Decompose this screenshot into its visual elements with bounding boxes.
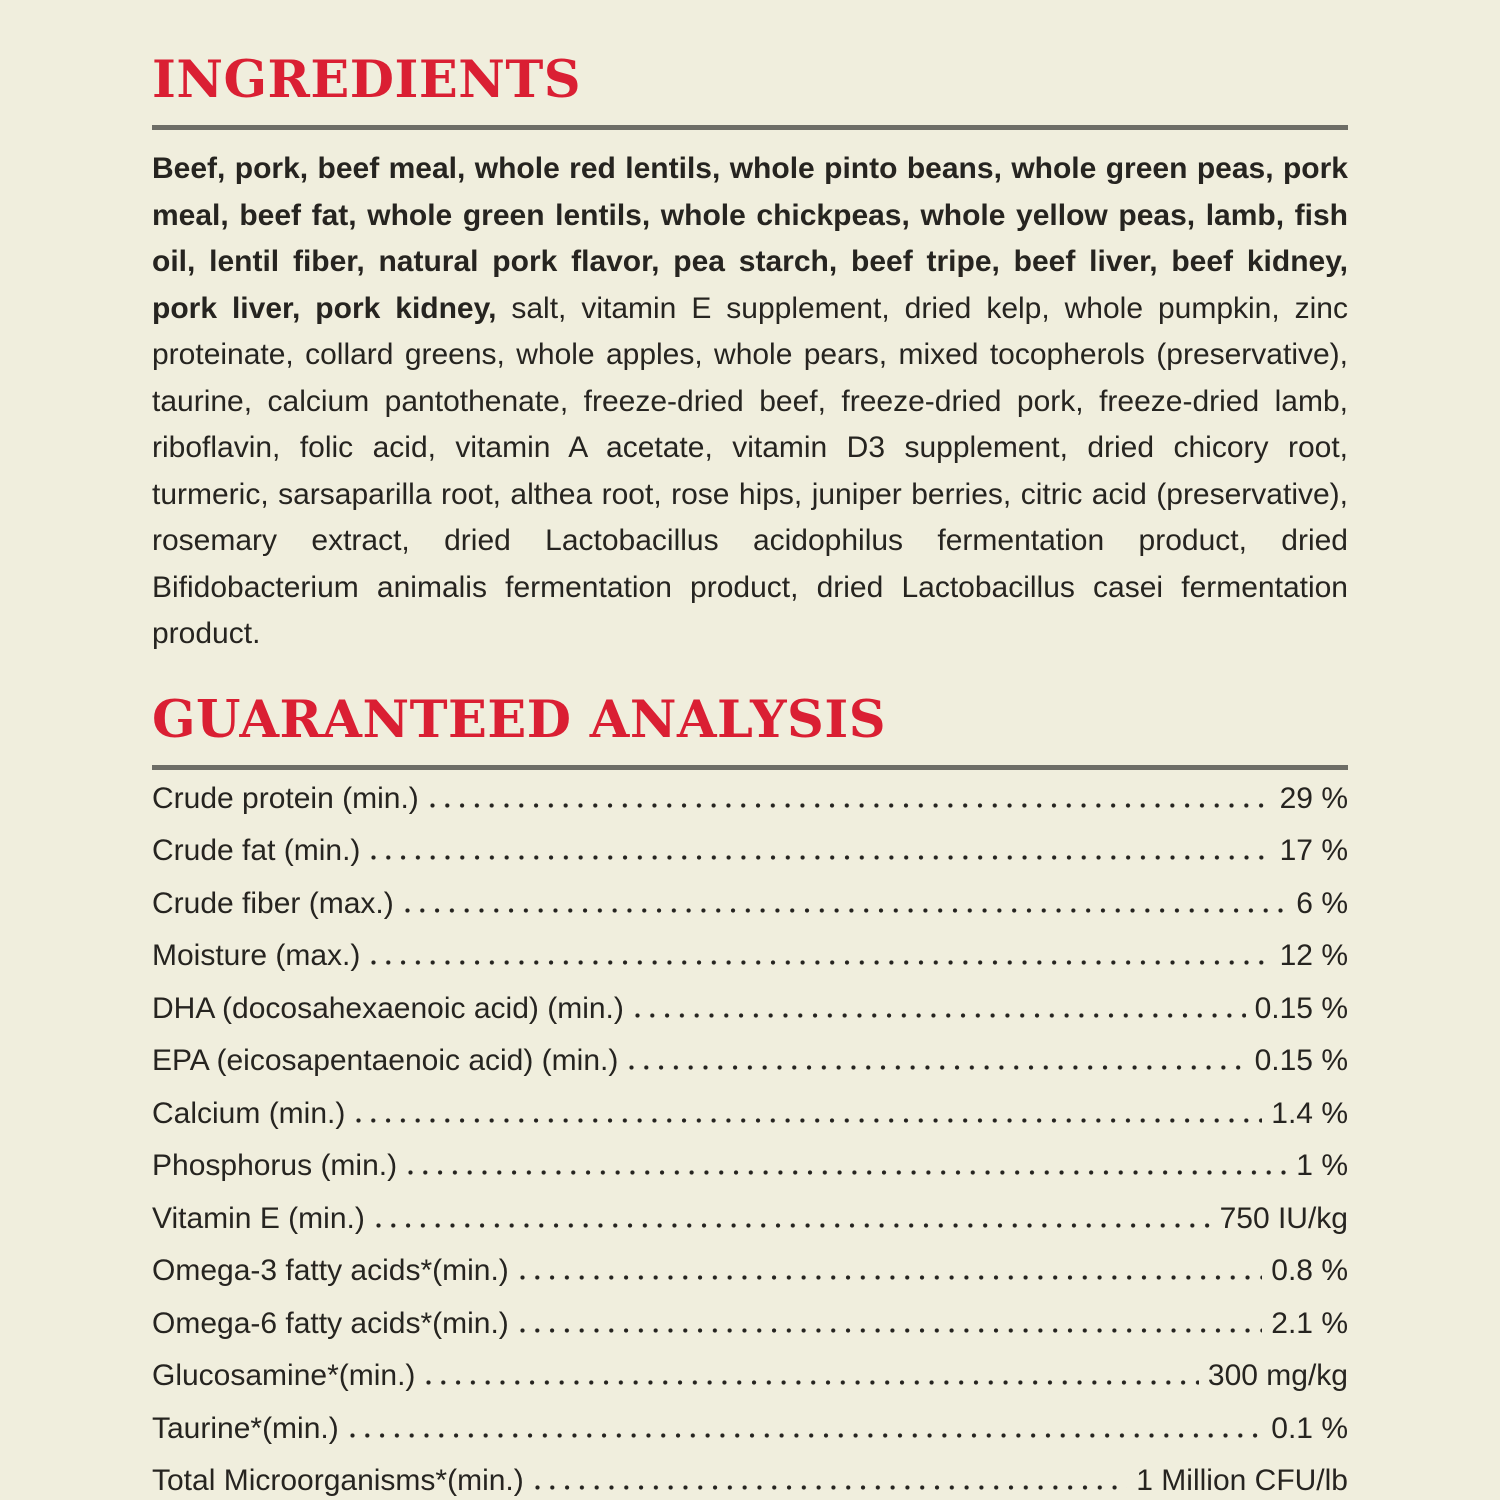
- analysis-label: Phosphorus (min.): [152, 1149, 398, 1183]
- guaranteed-analysis-section: GUARANTEED ANALYSIS Crude protein (min.)…: [152, 689, 1348, 1500]
- analysis-value: 0.15 %: [1254, 1044, 1348, 1078]
- analysis-label: Omega-3 fatty acids*(min.): [152, 1254, 509, 1288]
- analysis-row: Glucosamine*(min.) 300 mg/kg: [152, 1359, 1348, 1412]
- dot-leader: [629, 1065, 1246, 1071]
- analysis-row: DHA (docosahexaenoic acid) (min.) 0.15 %: [152, 992, 1348, 1045]
- analysis-label: Vitamin E (min.): [152, 1201, 365, 1235]
- analysis-row: Vitamin E (min.) 750 IU/kg: [152, 1202, 1348, 1255]
- ingredients-divider: [152, 125, 1348, 131]
- dot-leader: [371, 960, 1271, 966]
- analysis-label: Crude fat (min.): [152, 834, 361, 868]
- guaranteed-analysis-title: GUARANTEED ANALYSIS: [152, 689, 887, 750]
- analysis-value: 300 mg/kg: [1207, 1359, 1348, 1393]
- dot-leader: [519, 1327, 1263, 1333]
- analysis-row: EPA (eicosapentaenoic acid) (min.) 0.15 %: [152, 1044, 1348, 1097]
- analysis-value: 0.15 %: [1254, 991, 1348, 1025]
- dot-leader: [349, 1432, 1263, 1438]
- dot-leader: [371, 855, 1271, 861]
- analysis-label: EPA (eicosapentaenoic acid) (min.): [152, 1044, 619, 1078]
- analysis-label: Calcium (min.): [152, 1096, 346, 1130]
- analysis-value: 0.1 %: [1271, 1411, 1348, 1445]
- dot-leader: [356, 1117, 1263, 1123]
- analysis-value: 12 %: [1279, 939, 1348, 973]
- ingredients-section: INGREDIENTS Beef, pork, beef meal, whole…: [152, 52, 1348, 658]
- analysis-label: Glucosamine*(min.): [152, 1359, 416, 1393]
- analysis-row: Phosphorus (min.) 1 %: [152, 1149, 1348, 1202]
- analysis-value: 1.4 %: [1271, 1096, 1348, 1130]
- ingredients-secondary-list: salt, vitamin E supplement, dried kelp, …: [152, 291, 1348, 651]
- analysis-value: 1 Million CFU/lb: [1136, 1464, 1348, 1498]
- ingredients-main-list: Beef, pork, beef meal, whole red lentils…: [152, 152, 1348, 325]
- dot-leader: [634, 1012, 1246, 1018]
- analysis-value: 750 IU/kg: [1219, 1201, 1348, 1235]
- analysis-label: Taurine*(min.): [152, 1411, 339, 1445]
- analysis-table: Crude protein (min.) 29 % Crude fat (min.)…: [152, 782, 1348, 1500]
- dot-leader: [519, 1275, 1263, 1281]
- dot-leader: [404, 907, 1288, 913]
- analysis-row: Calcium (min.) 1.4 %: [152, 1097, 1348, 1150]
- analysis-row: Moisture (max.) 12 %: [152, 939, 1348, 992]
- analysis-value: 1 %: [1296, 1149, 1348, 1183]
- analysis-label: Total Microorganisms*(min.): [152, 1464, 524, 1498]
- analysis-value: 29 %: [1279, 781, 1348, 815]
- analysis-row: Crude fiber (max.) 6 %: [152, 887, 1348, 940]
- analysis-value: 6 %: [1296, 886, 1348, 920]
- dot-leader: [429, 802, 1271, 808]
- ingredients-text: Beef, pork, beef meal, whole red lentils…: [152, 146, 1348, 658]
- guaranteed-analysis-divider: [152, 764, 1348, 770]
- ingredients-title: INGREDIENTS: [152, 50, 582, 110]
- analysis-row: Crude protein (min.) 29 %: [152, 782, 1348, 835]
- analysis-label: Omega-6 fatty acids*(min.): [152, 1306, 509, 1340]
- analysis-value: 17 %: [1279, 834, 1348, 868]
- dot-leader: [426, 1380, 1199, 1386]
- analysis-label: Moisture (max.): [152, 939, 361, 973]
- analysis-value: 0.8 %: [1271, 1254, 1348, 1288]
- analysis-label: Crude protein (min.): [152, 781, 419, 815]
- dot-leader: [534, 1485, 1128, 1491]
- analysis-label: DHA (docosahexaenoic acid) (min.): [152, 991, 624, 1025]
- analysis-row: Crude fat (min.) 17 %: [152, 834, 1348, 887]
- analysis-row: Taurine*(min.) 0.1 %: [152, 1412, 1348, 1465]
- analysis-row: Omega-3 fatty acids*(min.) 0.8 %: [152, 1254, 1348, 1307]
- analysis-row: Total Microorganisms*(min.) 1 Million CFU…: [152, 1464, 1348, 1500]
- analysis-row: Omega-6 fatty acids*(min.) 2.1 %: [152, 1307, 1348, 1360]
- dot-leader: [408, 1170, 1288, 1176]
- dot-leader: [375, 1222, 1211, 1228]
- analysis-value: 2.1 %: [1271, 1306, 1348, 1340]
- analysis-label: Crude fiber (max.): [152, 886, 394, 920]
